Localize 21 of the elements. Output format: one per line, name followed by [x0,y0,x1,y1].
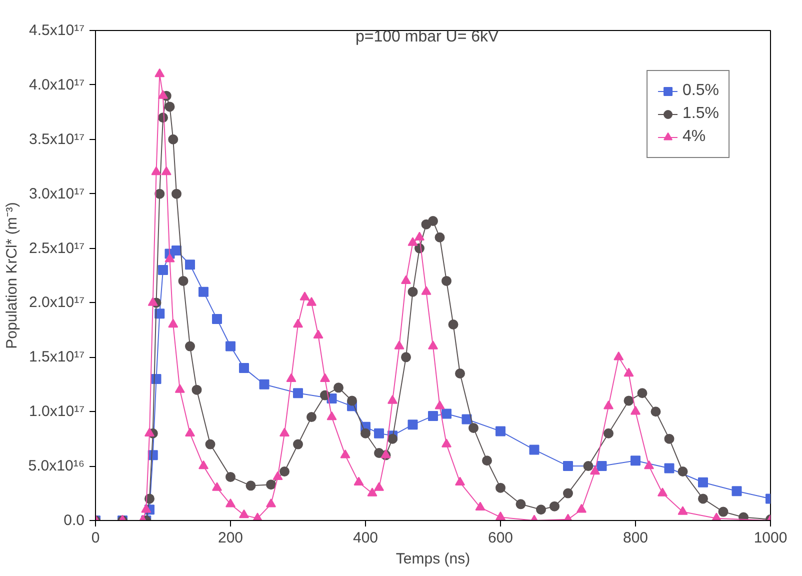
y-tick-label: 1.5x10¹⁷ [29,348,85,366]
y-tick-label: 3.5x10¹⁷ [29,130,85,148]
y-tick-label: 2.5x10¹⁷ [29,240,85,257]
y-axis-title: Population KrCl* (m⁻³) [3,202,20,349]
legend-label: 1.5% [682,105,719,123]
y-tick-label: 5.0x10¹⁶ [28,458,85,475]
y-tick-label: 3.0x10¹⁷ [29,185,85,202]
y-tick-label: 4.0x10¹⁷ [29,76,85,94]
x-tick-label: 1000 [754,530,788,546]
legend-label: 4% [682,128,706,146]
x-tick-label: 800 [622,530,648,546]
x-tick-label: 0 [91,530,100,546]
x-tick-label: 200 [218,530,244,546]
y-tick-label: 1.0x10¹⁷ [29,403,85,420]
y-tick-label: 4.5x10¹⁷ [29,22,85,39]
y-tick-label: 2.0x10¹⁷ [29,294,85,312]
x-tick-label: 400 [352,530,378,546]
legend-label: 0.5% [682,82,719,100]
x-axis-title: Temps (ns) [396,550,470,568]
y-tick-label: 0.0 [64,512,85,529]
x-tick-label: 600 [488,530,514,546]
